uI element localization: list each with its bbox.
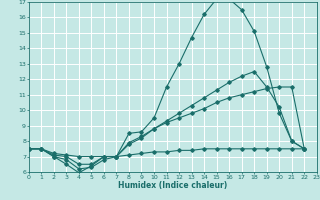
X-axis label: Humidex (Indice chaleur): Humidex (Indice chaleur) [118,181,228,190]
